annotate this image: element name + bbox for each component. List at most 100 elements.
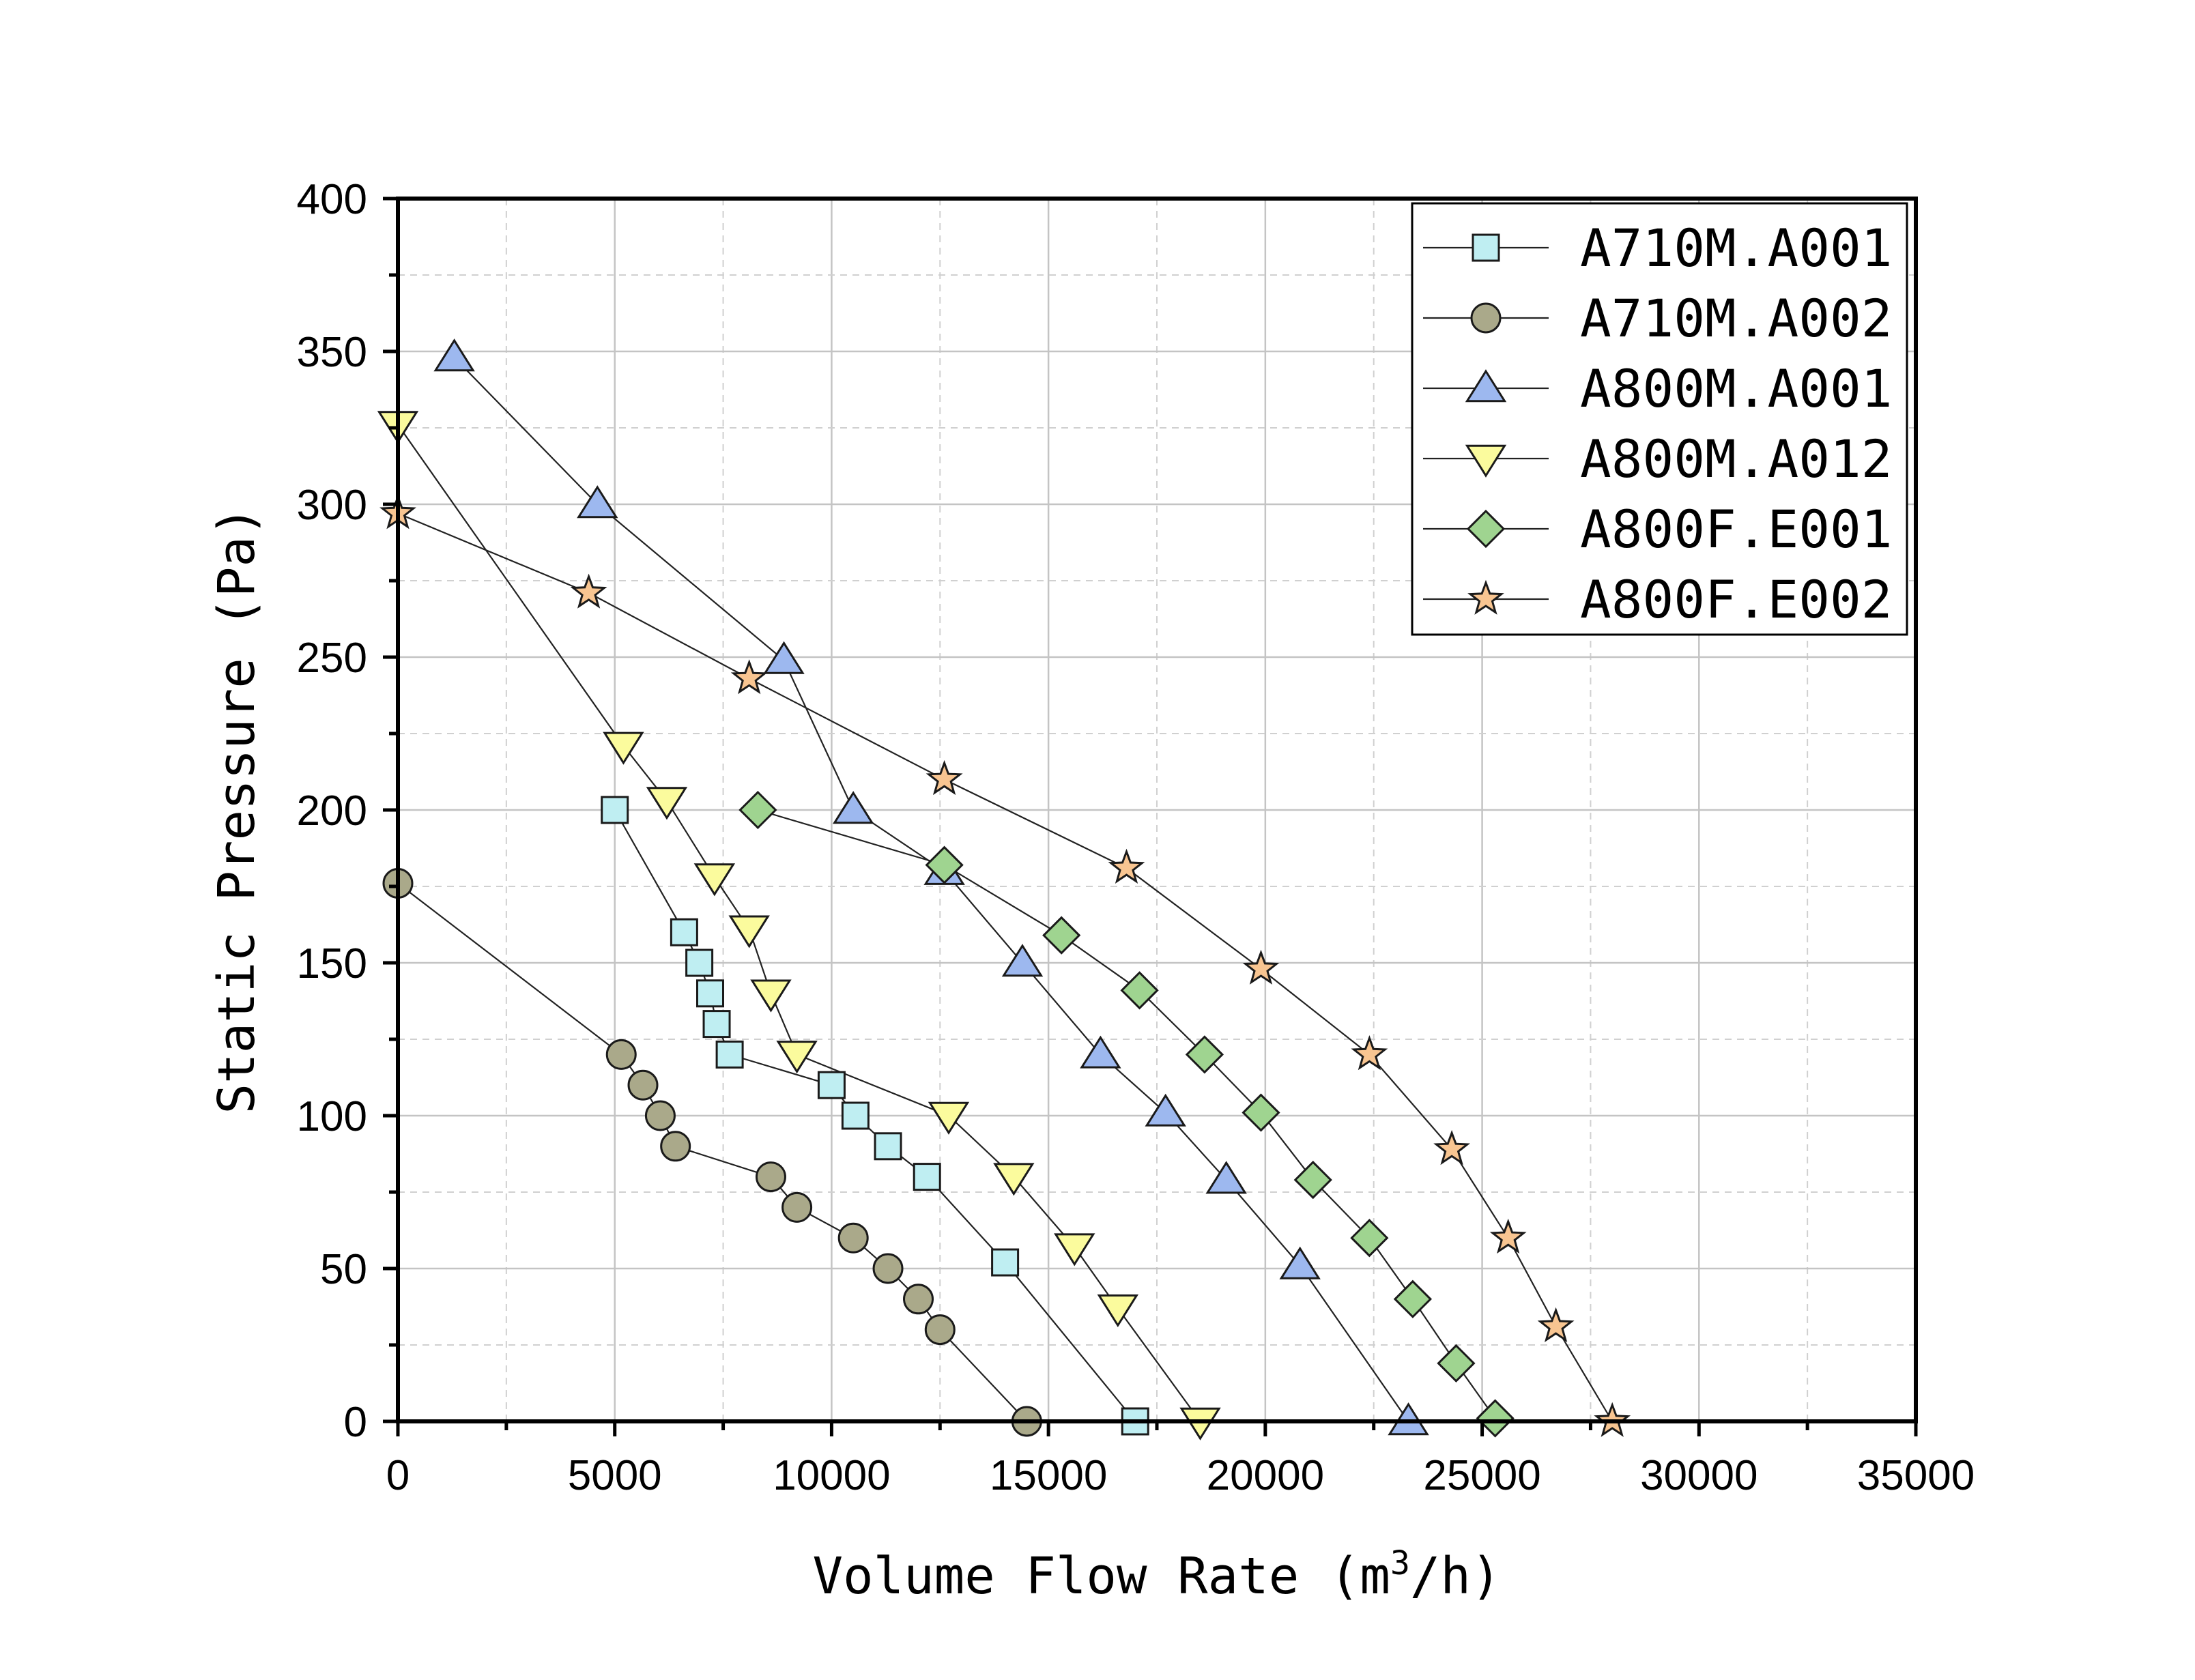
data-point-a800m-a001 bbox=[1388, 1402, 1429, 1436]
x-tick-label: 0 bbox=[386, 1452, 410, 1499]
x-axis-title-superscript: 3 bbox=[1390, 1544, 1410, 1582]
data-point-a800m-a012 bbox=[1179, 1407, 1221, 1440]
data-point-a800f-e002 bbox=[1351, 1035, 1388, 1071]
data-point-a800f-e002 bbox=[1537, 1307, 1575, 1343]
data-point-a800m-a001 bbox=[1279, 1246, 1321, 1279]
data-point-a800f-e001 bbox=[1393, 1279, 1433, 1318]
data-point-a710m-a002 bbox=[644, 1100, 676, 1131]
legend-item-a710m-a001: A710M.A001 bbox=[1423, 218, 1893, 278]
legend-marker bbox=[1465, 369, 1507, 403]
data-point-a800m-a012 bbox=[646, 787, 688, 820]
series-markers-a710m-a002 bbox=[382, 868, 1042, 1437]
data-point-a710m-a001 bbox=[817, 1071, 846, 1099]
data-point-a800f-e001 bbox=[1042, 916, 1081, 955]
series-line-a800f-e002 bbox=[397, 512, 1613, 1422]
legend-marker bbox=[1472, 233, 1500, 262]
x-tick-label: 20000 bbox=[1207, 1452, 1324, 1499]
data-point-a800m-a001 bbox=[577, 485, 618, 519]
data-point-a710m-a002 bbox=[781, 1191, 813, 1223]
axis-ticks bbox=[383, 197, 1918, 1436]
x-tick-label: 25000 bbox=[1423, 1452, 1540, 1499]
data-point-a800f-e001 bbox=[1476, 1399, 1515, 1438]
data-point-a710m-a001 bbox=[913, 1163, 941, 1191]
data-point-a710m-a001 bbox=[702, 1010, 731, 1039]
data-point-a800f-e001 bbox=[1242, 1093, 1280, 1132]
tick-labels: 0 5000 10000 15000 20000 25000 30000 35000 0 50 10… bbox=[297, 176, 1975, 1499]
data-point-a800m-a001 bbox=[763, 641, 805, 674]
legend-marker bbox=[1470, 302, 1502, 334]
y-tick-label: 50 bbox=[320, 1246, 367, 1293]
data-point-a800f-e002 bbox=[570, 573, 607, 609]
data-point-a710m-a002 bbox=[837, 1222, 869, 1254]
legend-label: A800M.A001 bbox=[1580, 358, 1893, 419]
series-markers-a800f-e001 bbox=[738, 790, 1515, 1438]
y-tick-label: 200 bbox=[297, 787, 367, 835]
x-tick-label: 10000 bbox=[773, 1452, 890, 1499]
data-point-a710m-a002 bbox=[660, 1131, 691, 1162]
data-point-a800f-e001 bbox=[738, 790, 777, 830]
y-tick-label: 300 bbox=[297, 482, 367, 529]
y-tick-label: 0 bbox=[344, 1399, 367, 1446]
data-point-a710m-a001 bbox=[991, 1248, 1020, 1277]
data-point-a800f-e001 bbox=[1185, 1035, 1224, 1074]
data-point-a800m-a012 bbox=[1054, 1233, 1095, 1266]
series-markers-a710m-a001 bbox=[601, 796, 1149, 1436]
legend-item-a800m-a001: A800M.A001 bbox=[1423, 358, 1893, 419]
x-axis-title-unit: /h) bbox=[1410, 1547, 1502, 1606]
data-point-a800m-a012 bbox=[728, 915, 770, 948]
legend-marker bbox=[1467, 579, 1504, 615]
data-point-a710m-a002 bbox=[755, 1161, 786, 1193]
y-tick-label: 250 bbox=[297, 635, 367, 682]
x-tick-label: 30000 bbox=[1640, 1452, 1758, 1499]
data-point-a800m-a001 bbox=[832, 791, 874, 824]
data-point-a800m-a012 bbox=[693, 863, 736, 897]
y-axis-title: Static Pressure (Pa) bbox=[207, 506, 266, 1114]
legend-marker bbox=[1465, 444, 1507, 478]
data-point-a710m-a002 bbox=[605, 1039, 637, 1070]
data-point-a800f-e002 bbox=[926, 759, 963, 796]
x-axis-title: Volume Flow Rate (m3/h) bbox=[812, 1544, 1501, 1606]
y-tick-label: 100 bbox=[297, 1093, 367, 1140]
data-point-a800f-e001 bbox=[1120, 971, 1159, 1010]
data-point-a800f-e002 bbox=[1108, 848, 1145, 884]
data-point-a710m-a002 bbox=[903, 1284, 934, 1315]
data-point-a800m-a001 bbox=[1080, 1035, 1121, 1069]
data-point-a800f-e002 bbox=[730, 659, 768, 695]
x-tick-label: 15000 bbox=[990, 1452, 1107, 1499]
data-point-a800m-a012 bbox=[750, 979, 792, 1013]
legend-label: A800F.E001 bbox=[1580, 499, 1893, 560]
data-point-a800m-a012 bbox=[928, 1101, 970, 1135]
legend-label: A800M.A012 bbox=[1580, 429, 1893, 489]
data-point-a800f-e001 bbox=[1350, 1219, 1389, 1258]
y-tick-label: 150 bbox=[297, 940, 367, 987]
legend-label: A710M.A002 bbox=[1580, 288, 1893, 349]
data-point-a800m-a001 bbox=[1145, 1093, 1186, 1127]
data-point-a800m-a012 bbox=[776, 1041, 818, 1074]
y-tick-label: 400 bbox=[297, 176, 367, 223]
data-point-a710m-a001 bbox=[841, 1101, 870, 1130]
legend-item-a800f-e002: A800F.E002 bbox=[1423, 569, 1893, 630]
data-point-a800m-a012 bbox=[603, 732, 644, 765]
x-tick-label: 35000 bbox=[1857, 1452, 1975, 1499]
data-point-a800m-a001 bbox=[1001, 944, 1044, 977]
data-point-a800m-a012 bbox=[993, 1163, 1035, 1196]
data-point-a800f-e001 bbox=[1437, 1344, 1476, 1383]
legend-box bbox=[1411, 202, 1908, 636]
data-point-a800f-e002 bbox=[1433, 1129, 1471, 1165]
data-point-a710m-a001 bbox=[685, 948, 714, 977]
data-point-a800f-e002 bbox=[1242, 949, 1280, 985]
series-markers bbox=[377, 338, 1631, 1440]
data-point-a710m-a002 bbox=[872, 1253, 904, 1284]
legend-marker bbox=[1466, 509, 1506, 549]
data-point-a800f-e002 bbox=[1489, 1218, 1527, 1254]
data-point-a800f-e001 bbox=[925, 845, 964, 884]
legend-item-a800m-a012: A800M.A012 bbox=[1423, 429, 1893, 489]
legend-item-a710m-a002: A710M.A002 bbox=[1423, 288, 1893, 349]
legend-item-a800f-e001: A800F.E001 bbox=[1423, 499, 1893, 560]
data-point-a800m-a012 bbox=[1097, 1294, 1139, 1328]
data-point-a800m-a001 bbox=[1205, 1161, 1247, 1194]
data-point-a710m-a002 bbox=[627, 1069, 659, 1101]
x-tick-label: 5000 bbox=[568, 1452, 662, 1499]
legend-label: A710M.A001 bbox=[1580, 218, 1893, 278]
